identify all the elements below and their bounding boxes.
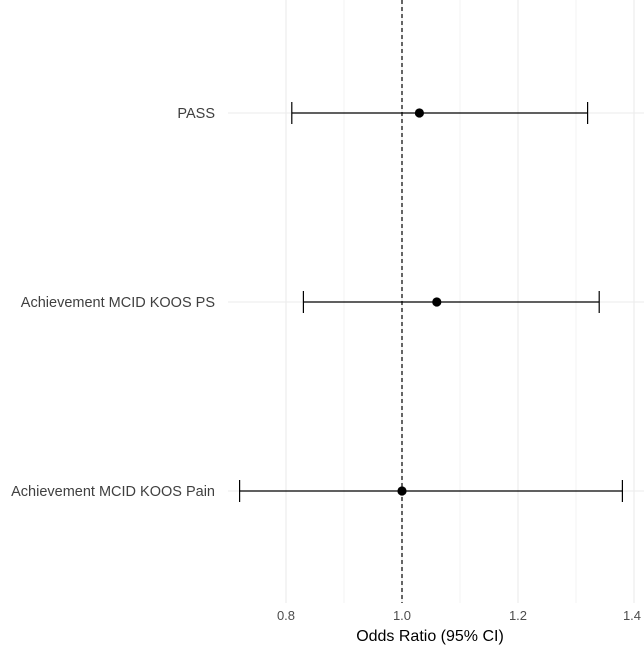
x-axis-tick-labels: 0.8 1.0 1.2 1.4 — [277, 608, 641, 623]
estimate-row — [239, 480, 624, 502]
x-tick-label: 1.2 — [509, 608, 527, 623]
y-axis-labels: PASS Achievement MCID KOOS PS Achievement … — [11, 106, 215, 500]
x-tick-label: 1.4 — [623, 608, 641, 623]
y-axis-label: Achievement MCID KOOS PS — [21, 295, 215, 311]
x-axis-title: Odds Ratio (95% CI) — [356, 628, 504, 645]
estimate-rows — [239, 102, 624, 502]
estimate-row — [291, 102, 589, 124]
point-estimate — [414, 108, 424, 118]
x-tick-label: 1.0 — [393, 608, 411, 623]
point-estimate — [397, 486, 407, 496]
x-tick-label: 0.8 — [277, 608, 295, 623]
y-axis-label: PASS — [177, 106, 215, 122]
point-estimate — [432, 297, 442, 307]
estimate-row — [302, 291, 600, 313]
y-axis-label: Achievement MCID KOOS Pain — [11, 484, 215, 500]
